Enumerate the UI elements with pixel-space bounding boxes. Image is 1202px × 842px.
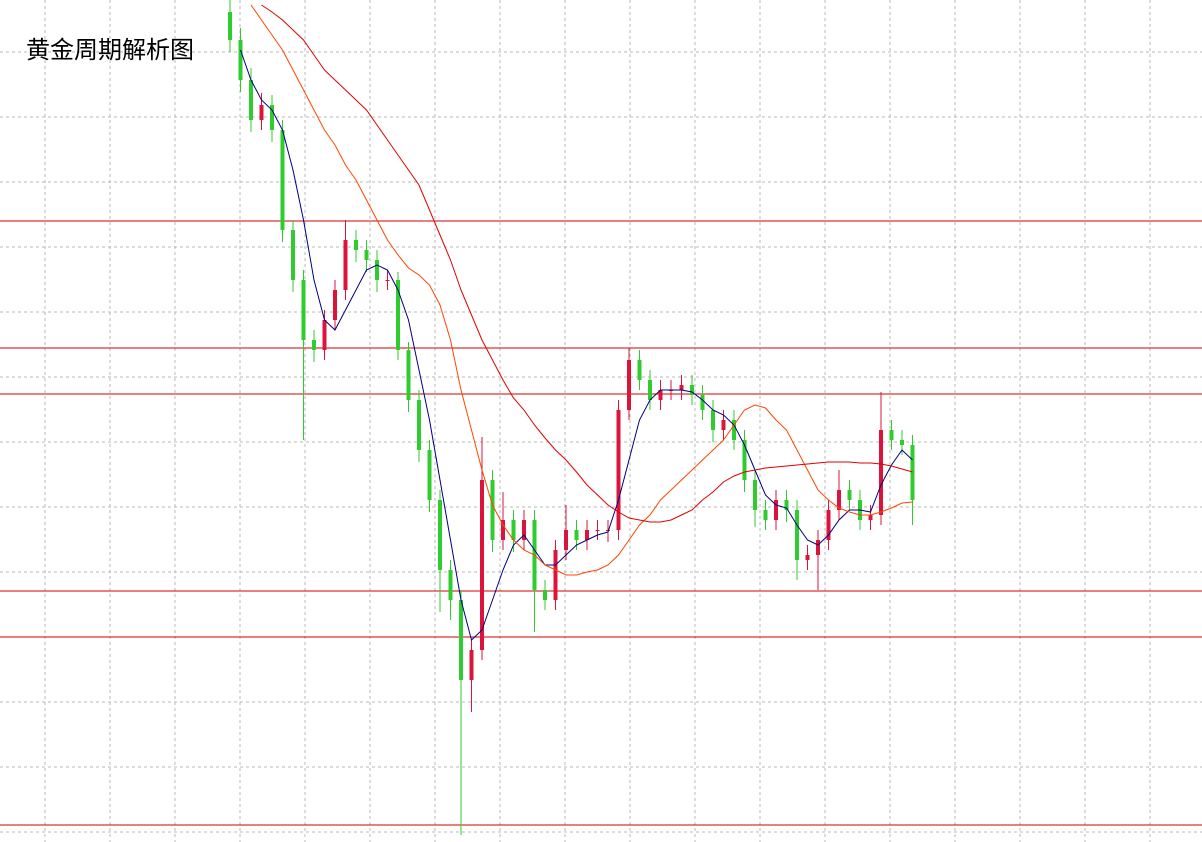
candle-body bbox=[595, 530, 600, 531]
candle-body bbox=[406, 350, 411, 400]
chart-title: 黄金周期解析图 bbox=[26, 36, 194, 64]
moving-average bbox=[250, 4, 913, 576]
candle-body bbox=[270, 105, 274, 130]
candle-body bbox=[564, 530, 568, 550]
candle-body bbox=[480, 480, 484, 650]
candle-body bbox=[585, 530, 589, 540]
candle-body bbox=[910, 445, 915, 500]
candle-body bbox=[280, 130, 285, 230]
candle-body bbox=[490, 480, 495, 540]
candle-body bbox=[637, 360, 642, 380]
candle-body bbox=[742, 440, 747, 480]
candle-body bbox=[648, 380, 652, 400]
candle-body bbox=[847, 490, 852, 500]
candle-body bbox=[795, 510, 799, 560]
candle-body bbox=[448, 570, 453, 600]
candle-body bbox=[322, 320, 327, 350]
candle-body bbox=[312, 340, 316, 350]
candle-body bbox=[438, 500, 442, 570]
candle-body bbox=[616, 410, 621, 530]
candle-body bbox=[553, 550, 558, 600]
candle-body bbox=[259, 105, 264, 120]
candle-body bbox=[501, 520, 505, 540]
candle-body bbox=[763, 510, 768, 520]
candle-body bbox=[427, 450, 432, 500]
candle-body bbox=[228, 12, 232, 40]
candle-body bbox=[879, 430, 883, 515]
candle-body bbox=[354, 240, 358, 250]
candle-body bbox=[700, 395, 705, 410]
candle-body bbox=[301, 280, 306, 340]
candle-body bbox=[774, 500, 778, 520]
candle-body bbox=[900, 440, 904, 445]
candle-body bbox=[826, 510, 831, 540]
candle-body bbox=[816, 540, 820, 555]
candle-body bbox=[511, 520, 516, 540]
candle-body bbox=[459, 600, 463, 680]
candle-body bbox=[291, 230, 295, 280]
candle-body bbox=[238, 40, 243, 80]
candle-body bbox=[784, 500, 789, 510]
candle-body bbox=[385, 280, 390, 281]
candle-body bbox=[889, 430, 894, 440]
candle-body bbox=[522, 520, 526, 540]
candle-body bbox=[469, 650, 474, 680]
candle-body bbox=[574, 530, 579, 540]
candle-body bbox=[679, 385, 684, 390]
candle-body bbox=[333, 290, 337, 320]
candle-body bbox=[417, 400, 421, 450]
candle-body bbox=[753, 480, 757, 510]
moving-average bbox=[240, 49, 913, 641]
candle-body bbox=[732, 420, 736, 440]
candle-body bbox=[711, 410, 715, 430]
moving-average bbox=[261, 4, 913, 523]
candle-body bbox=[868, 515, 873, 520]
candle-body bbox=[364, 250, 369, 260]
candle-body bbox=[721, 420, 726, 430]
candle-body bbox=[658, 390, 663, 400]
candle-body bbox=[343, 240, 348, 290]
candle-body bbox=[837, 490, 841, 510]
candle-body bbox=[690, 385, 694, 395]
candle-body bbox=[805, 555, 810, 560]
candle-body bbox=[249, 80, 253, 120]
candle-body bbox=[543, 590, 547, 600]
candle-body bbox=[375, 260, 379, 280]
candle-body bbox=[627, 360, 631, 410]
candle-body bbox=[396, 280, 400, 350]
